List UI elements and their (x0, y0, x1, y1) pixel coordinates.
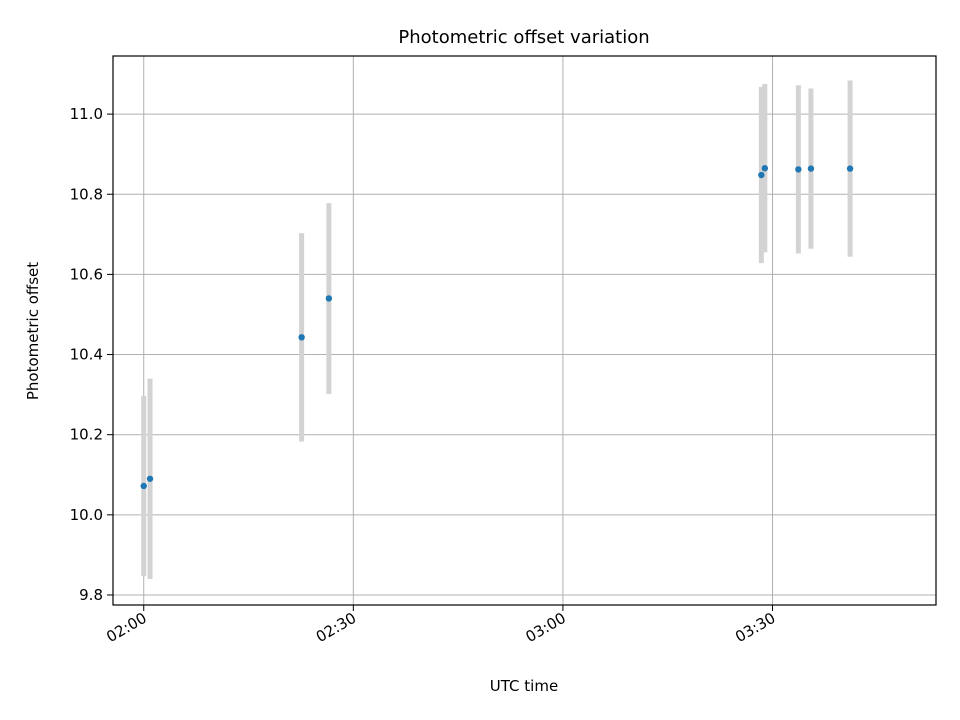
y-axis-label: Photometric offset (24, 262, 42, 400)
y-tick-label: 10.4 (70, 346, 103, 364)
y-tick-label: 10.0 (70, 506, 103, 524)
chart-title: Photometric offset variation (398, 27, 649, 48)
data-point (325, 295, 333, 302)
y-tick-label: 10.8 (70, 185, 103, 203)
plot-frame (112, 55, 937, 606)
x-axis-label: UTC time (490, 677, 558, 695)
data-point (761, 165, 769, 172)
y-tick-label: 11.0 (70, 105, 103, 123)
data-point (795, 166, 802, 173)
y-axis-ticks: 9.8 10.0 10.2 10.4 10.6 10.8 11.0 (70, 105, 113, 604)
y-tick-label: 9.8 (79, 586, 103, 604)
data-point (846, 165, 854, 172)
data-point (807, 165, 815, 172)
data-point (140, 482, 147, 490)
data-point (298, 334, 305, 341)
y-tick-label: 10.2 (70, 426, 103, 444)
y-tick-label: 10.6 (70, 265, 103, 283)
data-point (758, 171, 765, 179)
data-points (140, 165, 854, 490)
data-point (146, 475, 154, 482)
